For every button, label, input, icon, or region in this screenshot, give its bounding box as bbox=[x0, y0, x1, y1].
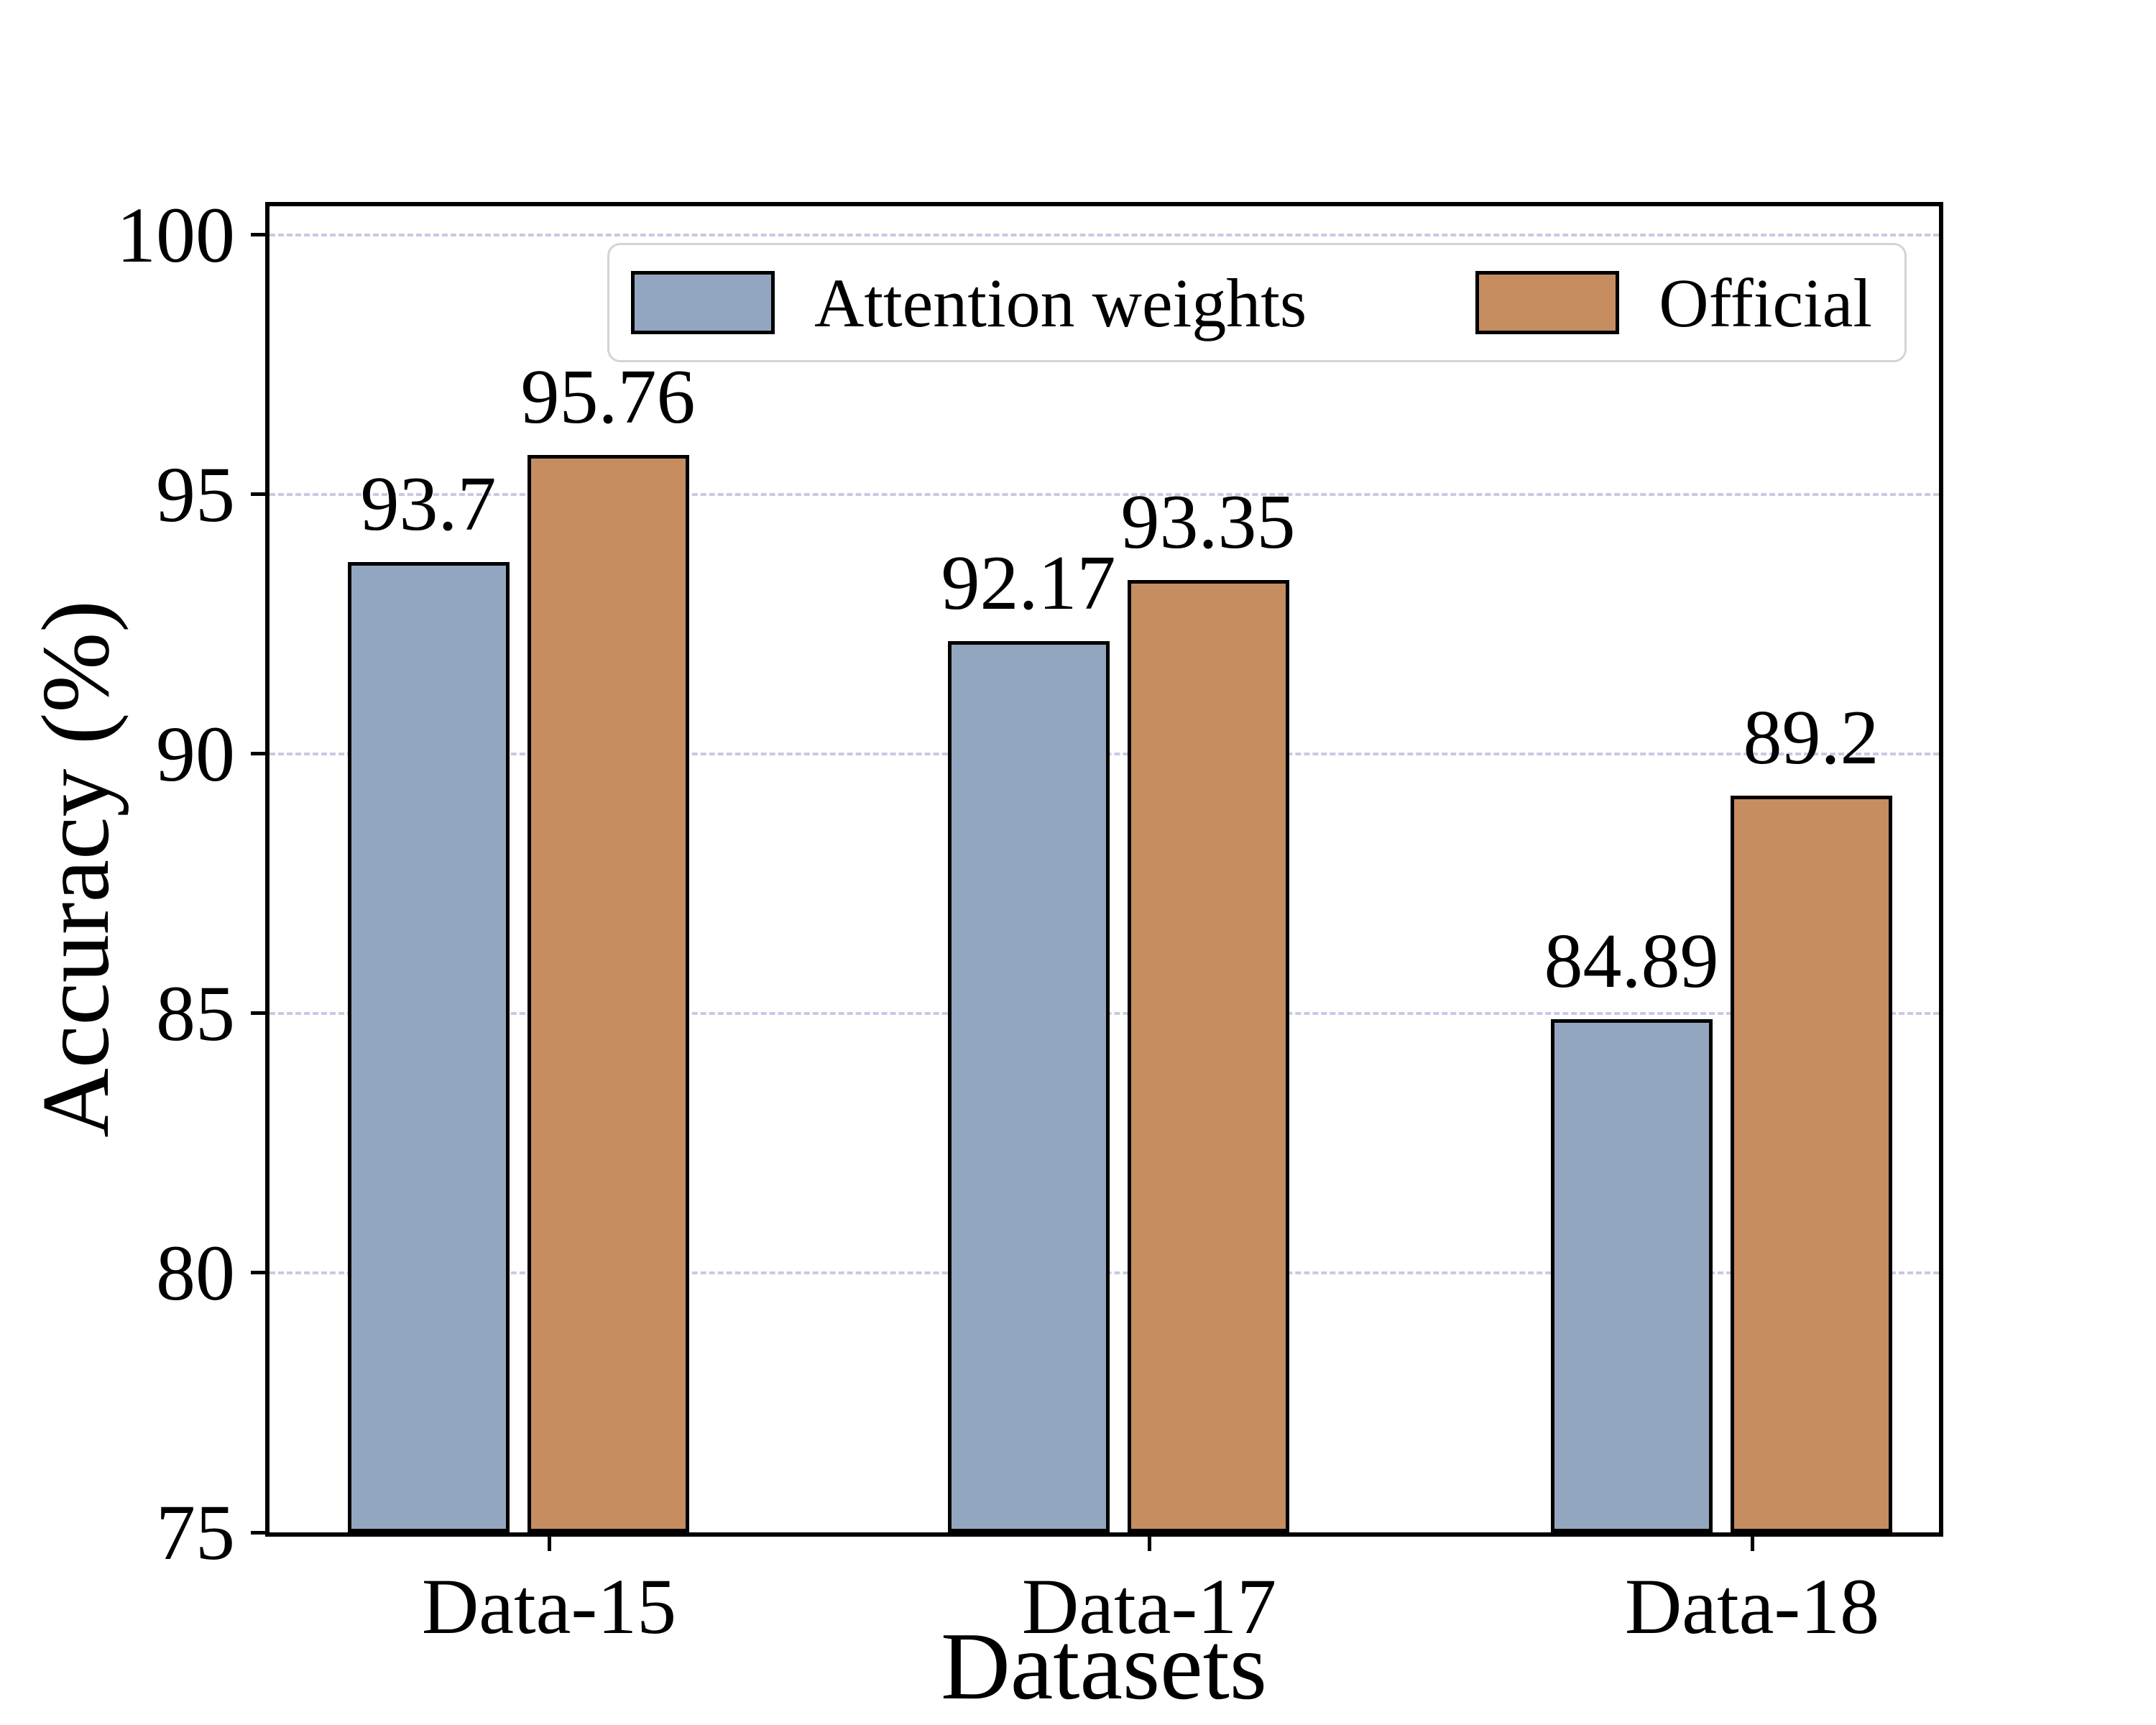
y-tick-label-95: 95 bbox=[156, 450, 235, 538]
bar-value-label-0-0: 93.7 bbox=[360, 461, 497, 547]
y-tick-mark-75 bbox=[251, 1530, 270, 1535]
y-tick-mark-90 bbox=[251, 752, 270, 756]
x-tick-label-0: Data-15 bbox=[421, 1563, 677, 1650]
bar-value-label-0-2: 84.89 bbox=[1544, 918, 1719, 1004]
bar-value-label-1-2: 89.2 bbox=[1743, 694, 1879, 781]
y-tick-mark-100 bbox=[251, 233, 270, 237]
legend-item-official: Official bbox=[1475, 263, 1872, 343]
bar-official-data-15 bbox=[527, 454, 689, 1532]
legend-swatch-official-icon bbox=[1475, 271, 1620, 334]
plot-area: Attention weights Official 75 80 85 90 95 100… bbox=[116, 191, 1943, 1650]
x-tick-mark-1 bbox=[1147, 1532, 1151, 1551]
x-tick-mark-0 bbox=[547, 1532, 551, 1551]
y-tick-mark-80 bbox=[251, 1271, 270, 1275]
x-axis-title: Datasets bbox=[941, 1613, 1267, 1719]
y-tick-label-85: 85 bbox=[156, 969, 235, 1057]
bar-value-label-1-0: 95.76 bbox=[520, 354, 696, 440]
bar-official-data-17 bbox=[1127, 579, 1289, 1532]
x-tick-label-2: Data-18 bbox=[1624, 1563, 1880, 1650]
y-tick-label-80: 80 bbox=[156, 1228, 235, 1317]
y-tick-label-75: 75 bbox=[156, 1489, 235, 1576]
x-tick-label-1: Data-17 bbox=[1021, 1563, 1277, 1650]
gridline-95 bbox=[270, 492, 1939, 496]
bar-value-label-0-1: 92.17 bbox=[941, 540, 1116, 627]
y-tick-label-100: 100 bbox=[116, 190, 235, 279]
legend-label-official: Official bbox=[1659, 264, 1872, 341]
bar-value-label-1-1: 93.35 bbox=[1120, 479, 1296, 565]
bar-attention-weights-data-18 bbox=[1550, 1018, 1713, 1532]
gridline-100 bbox=[270, 233, 1939, 236]
legend: Attention weights Official bbox=[607, 243, 1907, 362]
y-tick-mark-85 bbox=[251, 1011, 270, 1016]
y-tick-label-90: 90 bbox=[156, 709, 235, 798]
legend-swatch-attention-weights-icon bbox=[631, 271, 775, 334]
x-tick-mark-2 bbox=[1750, 1532, 1754, 1551]
bar-attention-weights-data-17 bbox=[947, 641, 1110, 1532]
y-tick-mark-95 bbox=[251, 492, 270, 497]
bar-official-data-18 bbox=[1730, 795, 1892, 1532]
legend-label-attention-weights: Attention weights bbox=[814, 264, 1307, 341]
legend-item-attention-weights: Attention weights bbox=[631, 263, 1307, 343]
bar-attention-weights-data-15 bbox=[347, 561, 510, 1532]
